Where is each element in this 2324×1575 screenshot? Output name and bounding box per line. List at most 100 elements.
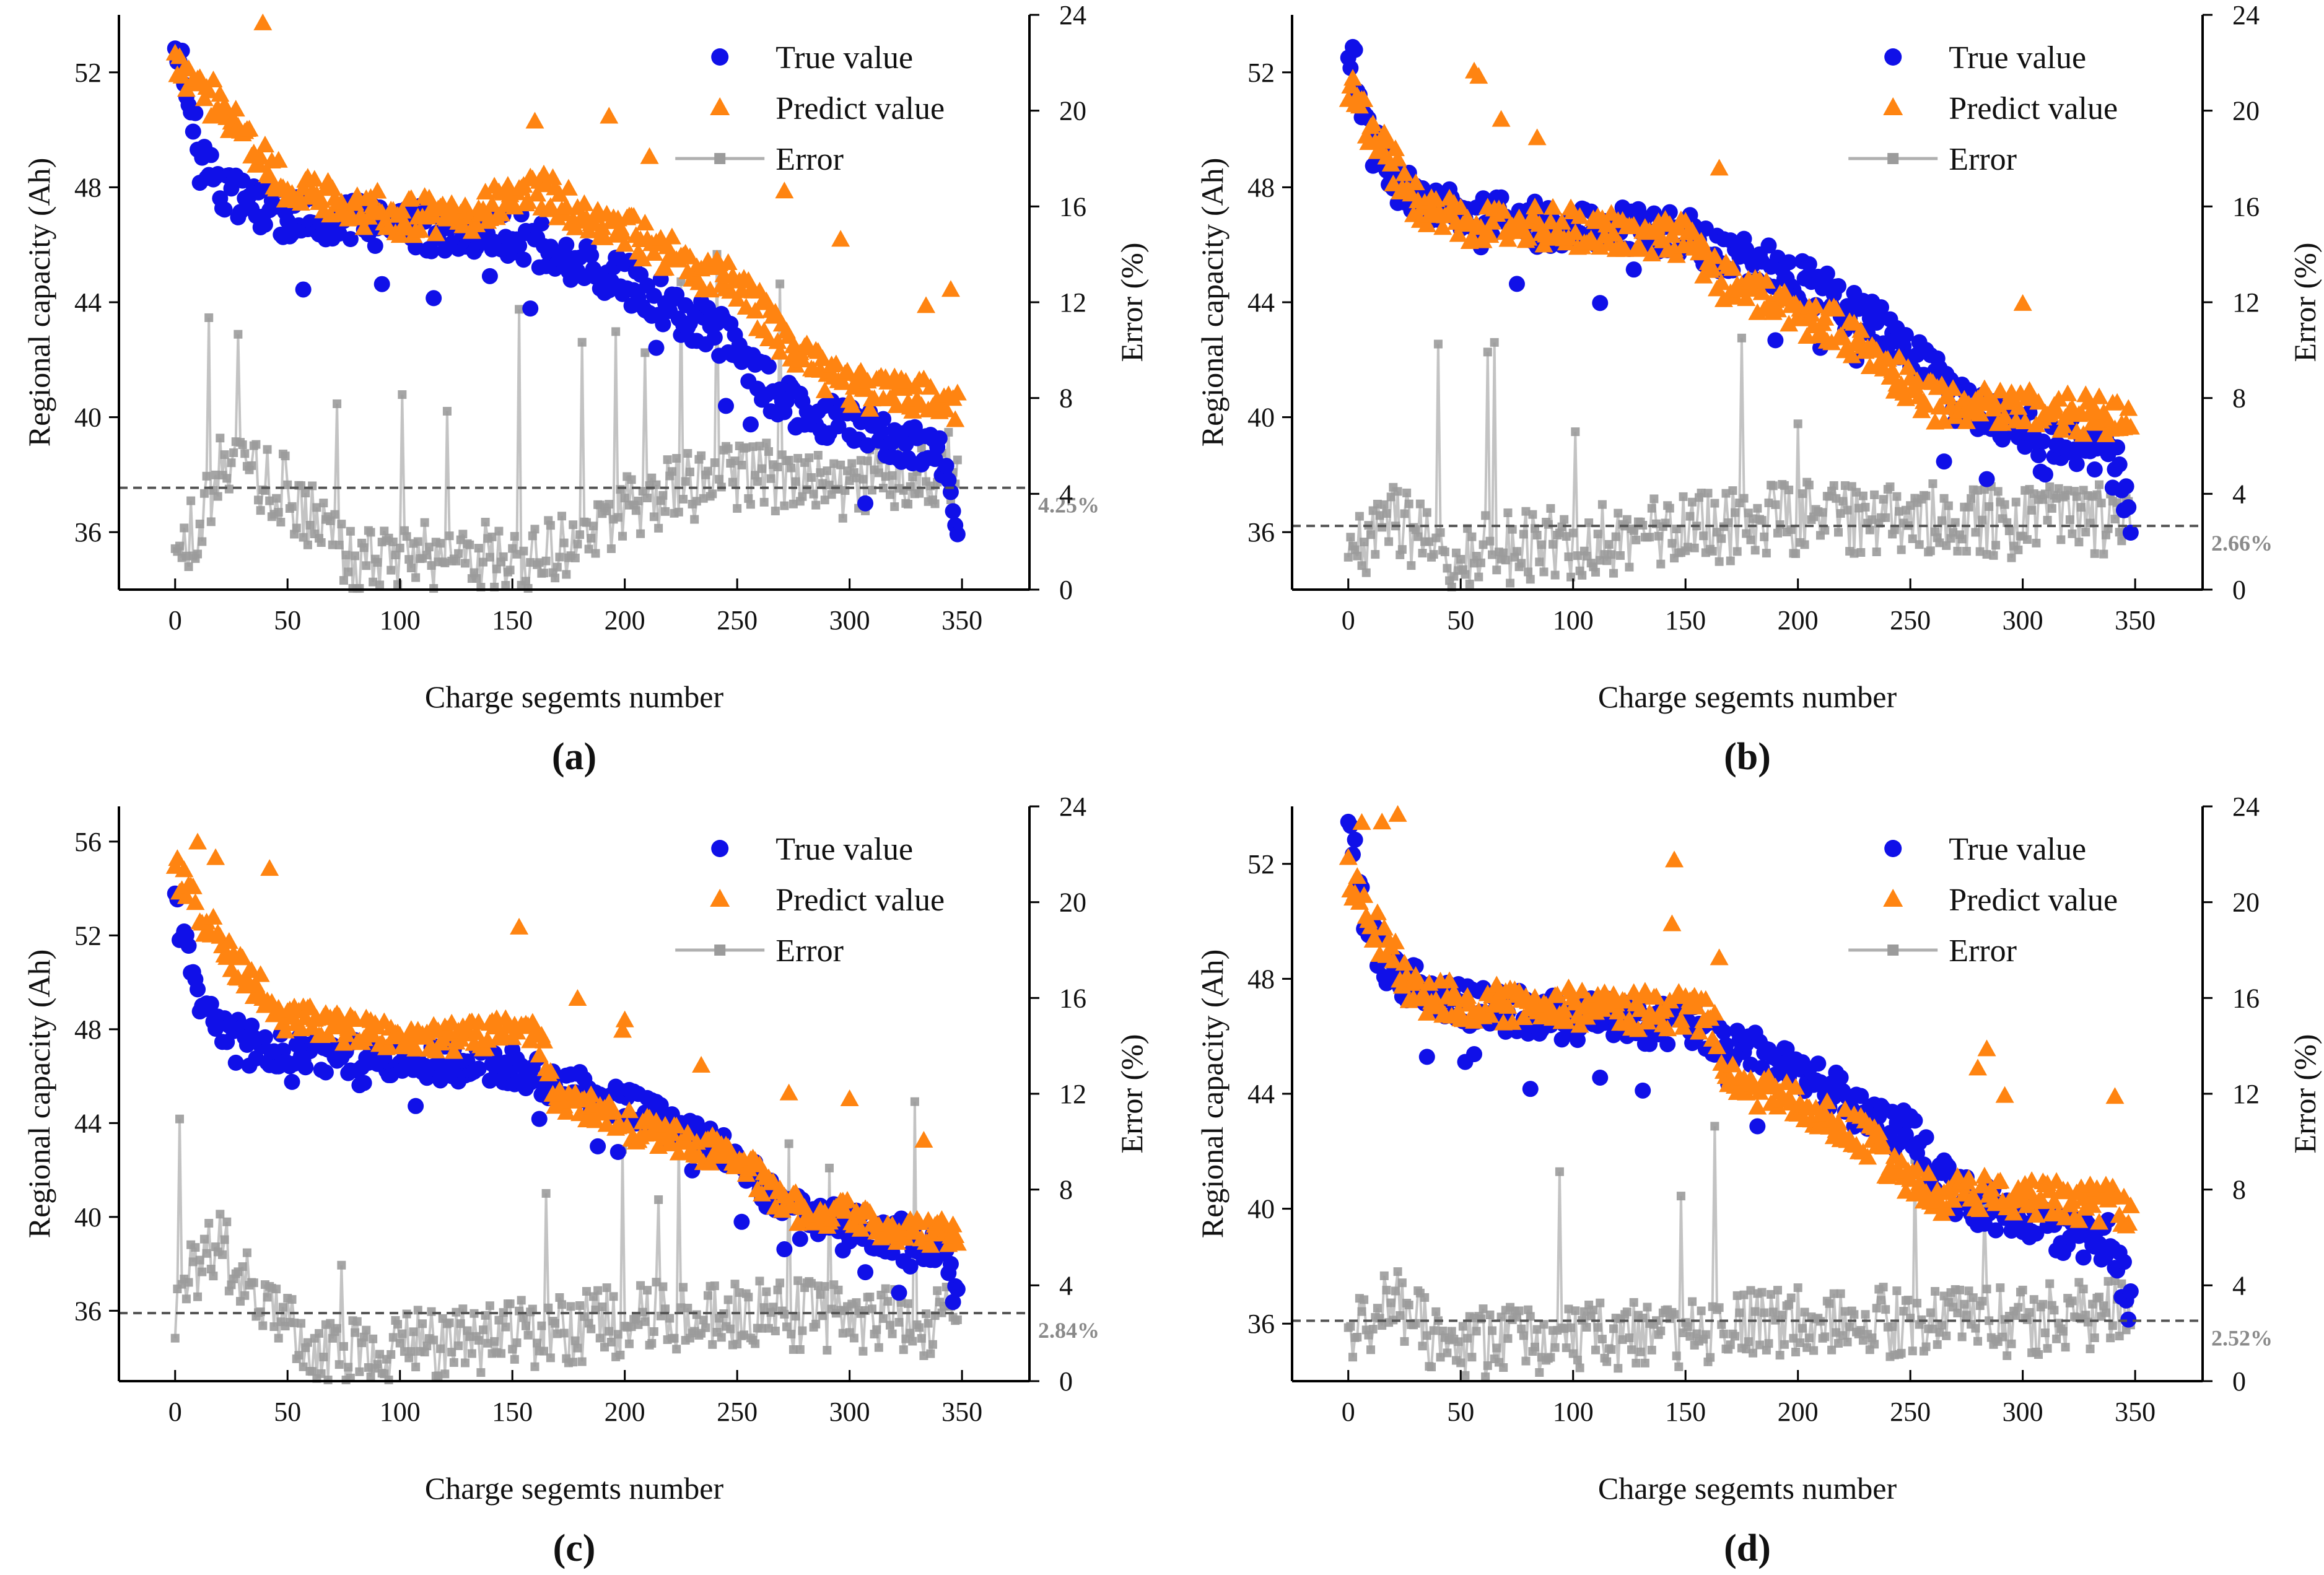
error-marker <box>1429 1326 1438 1335</box>
error-marker <box>1982 1285 1991 1294</box>
error-marker <box>775 279 785 289</box>
error-marker <box>798 1326 807 1335</box>
predict-value-point <box>633 250 652 267</box>
error-marker <box>838 1328 847 1338</box>
x-tick-label: 250 <box>717 605 758 635</box>
true-value-point <box>733 1213 750 1230</box>
error-marker <box>2108 1321 2117 1330</box>
error-marker <box>2092 490 2102 499</box>
error-marker <box>436 539 445 548</box>
error-marker <box>375 580 385 590</box>
error-marker <box>1539 567 1549 577</box>
error-marker <box>1564 1304 1573 1314</box>
predict-value-point <box>426 224 445 242</box>
error-marker <box>775 1278 785 1288</box>
predict-value-point <box>1348 867 1367 884</box>
error-marker <box>460 1358 470 1368</box>
error-marker <box>505 565 515 575</box>
error-marker <box>1582 1323 1591 1332</box>
error-marker <box>1798 489 1807 499</box>
error-marker <box>351 1328 360 1337</box>
error-marker <box>1514 1306 1524 1315</box>
y2-tick-label: 12 <box>2232 1079 2260 1109</box>
predict-value-point <box>233 948 252 966</box>
error-marker <box>1427 1363 1436 1372</box>
error-marker <box>1431 1307 1441 1316</box>
error-marker <box>773 462 782 471</box>
true-value-point <box>2035 433 2051 450</box>
y2-tick-label: 4 <box>2232 479 2246 509</box>
true-value-point <box>2086 461 2103 478</box>
predict-value-point <box>813 349 832 367</box>
error-marker <box>658 491 668 500</box>
error-marker <box>1706 1353 1715 1362</box>
panel-d: 2.52%0 50 100 150 200 250 300 35036404448520481… <box>1195 792 2322 1569</box>
predict-value-point <box>1908 1160 1927 1177</box>
error-marker <box>1672 1351 1681 1361</box>
error-marker <box>366 528 375 537</box>
error-marker <box>726 1324 735 1333</box>
error-marker <box>1906 501 1915 510</box>
predict-value-point <box>721 1142 740 1159</box>
true-value-point <box>1522 1081 1539 1097</box>
error-marker <box>919 1351 928 1360</box>
error-marker <box>328 1333 337 1343</box>
error-marker <box>1791 549 1801 558</box>
error-marker <box>1549 539 1558 549</box>
legend-error-marker <box>1887 153 1899 164</box>
error-marker <box>553 562 562 572</box>
error-marker <box>2095 1293 2104 1302</box>
true-value-point <box>2118 478 2134 495</box>
true-value-point <box>367 238 383 255</box>
error-marker <box>1596 1298 1605 1307</box>
error-marker <box>640 1317 650 1326</box>
error-marker <box>640 348 650 357</box>
error-marker <box>299 533 308 542</box>
predict-value-point <box>1708 1037 1726 1054</box>
y-tick-label: 44 <box>74 1108 102 1138</box>
error-marker <box>1840 1307 1850 1316</box>
error-marker <box>1481 1372 1490 1381</box>
true-value-point <box>1936 453 1952 470</box>
error-marker <box>2058 1327 2068 1336</box>
error-marker <box>1809 1346 1819 1355</box>
error-marker <box>1935 538 1944 548</box>
error-marker <box>1454 1337 1463 1346</box>
predict-value-point <box>1577 1008 1596 1025</box>
error-marker <box>1888 1322 1897 1332</box>
error-marker <box>670 1333 679 1343</box>
error-marker <box>1775 520 1784 530</box>
x-tick-label: 150 <box>492 605 533 635</box>
true-value-point <box>655 316 671 333</box>
predict-value-point <box>1503 1013 1522 1030</box>
true-value-point <box>1625 261 1642 278</box>
error-marker <box>2043 515 2052 525</box>
predict-value-point <box>1620 1010 1639 1027</box>
predict-value-point <box>1683 221 1702 238</box>
error-marker <box>308 1367 317 1376</box>
error-marker <box>1467 1353 1477 1362</box>
error-marker <box>665 1314 675 1323</box>
predict-value-point <box>636 214 655 231</box>
error-marker <box>1393 487 1402 496</box>
error-marker <box>2077 503 2086 512</box>
error-marker <box>494 526 504 536</box>
y2-tick-label: 12 <box>1059 287 1086 318</box>
error-marker <box>359 1332 369 1342</box>
true-value-point <box>187 105 204 121</box>
error-marker <box>1892 1286 1902 1296</box>
legend-true-marker <box>1884 48 1902 66</box>
predict-value-point <box>1674 1018 1693 1035</box>
error-marker <box>798 492 807 501</box>
y2-tick-label: 8 <box>1059 383 1073 414</box>
error-marker <box>181 1294 191 1304</box>
error-marker <box>836 460 845 469</box>
error-marker <box>442 406 452 416</box>
true-value-point <box>1347 41 1363 58</box>
predict-value-point <box>170 47 189 64</box>
error-marker <box>710 1281 719 1291</box>
error-marker <box>452 556 461 565</box>
predict-value-point <box>1449 225 1468 242</box>
error-marker <box>818 479 828 488</box>
true-value-point <box>1635 1082 1651 1099</box>
